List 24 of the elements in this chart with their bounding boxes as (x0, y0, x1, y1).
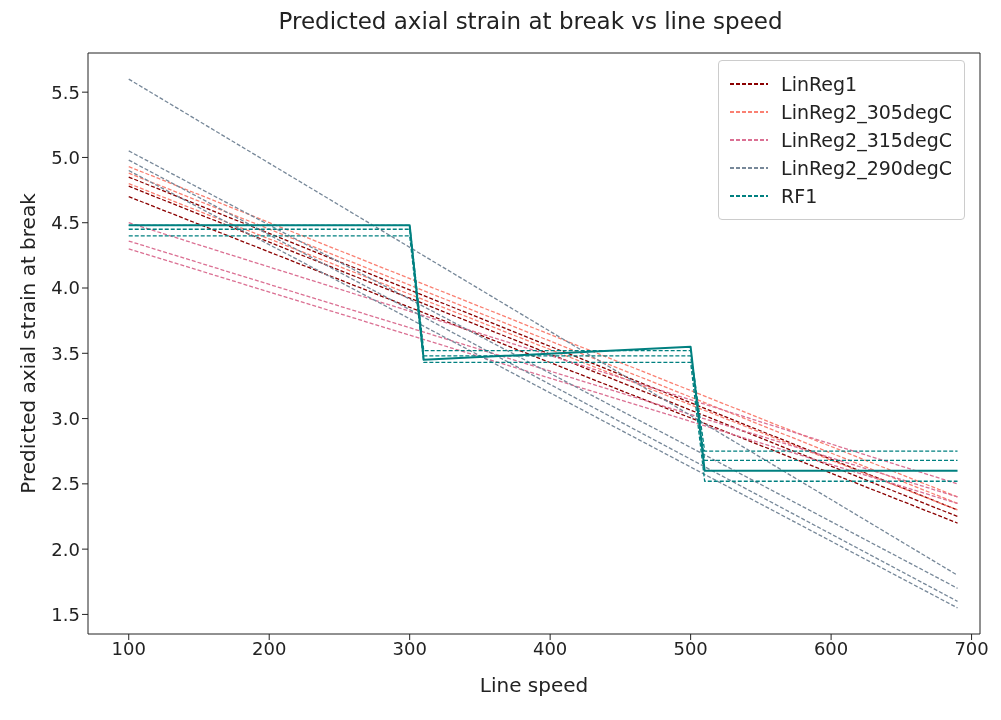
y-tick-label: 1.5 (51, 603, 80, 625)
y-tick-label: 3.5 (51, 342, 80, 364)
y-tick-label: 4.0 (51, 277, 80, 299)
legend-label: LinReg2_305degC (781, 101, 952, 123)
y-axis-title: Predicted axial strain at break (16, 192, 41, 494)
x-tick-label: 400 (532, 637, 568, 659)
x-tick-label: 300 (392, 637, 427, 659)
chart-title: Predicted axial strain at break vs line speed (277, 8, 784, 36)
legend-label: LinReg2_290degC (781, 157, 952, 179)
legend-label: LinReg2_315degC (781, 129, 952, 151)
y-tick-label: 2.0 (51, 538, 80, 560)
y-tick-label: 5.0 (51, 146, 80, 168)
legend-label: LinReg1 (781, 73, 858, 95)
x-tick-label: 600 (813, 637, 849, 659)
y-tick-label: 3.0 (51, 407, 80, 429)
y-tick-label: 2.5 (51, 473, 80, 495)
x-tick-label: 100 (111, 637, 146, 659)
x-axis-title: Line speed (479, 673, 589, 698)
legend-label: RF1 (781, 185, 818, 207)
x-tick-label: 200 (252, 637, 287, 659)
x-tick-label: 500 (673, 637, 708, 659)
y-tick-label: 4.5 (51, 212, 80, 234)
x-tick-label: 700 (954, 637, 989, 659)
y-tick-label: 5.5 (51, 81, 80, 103)
